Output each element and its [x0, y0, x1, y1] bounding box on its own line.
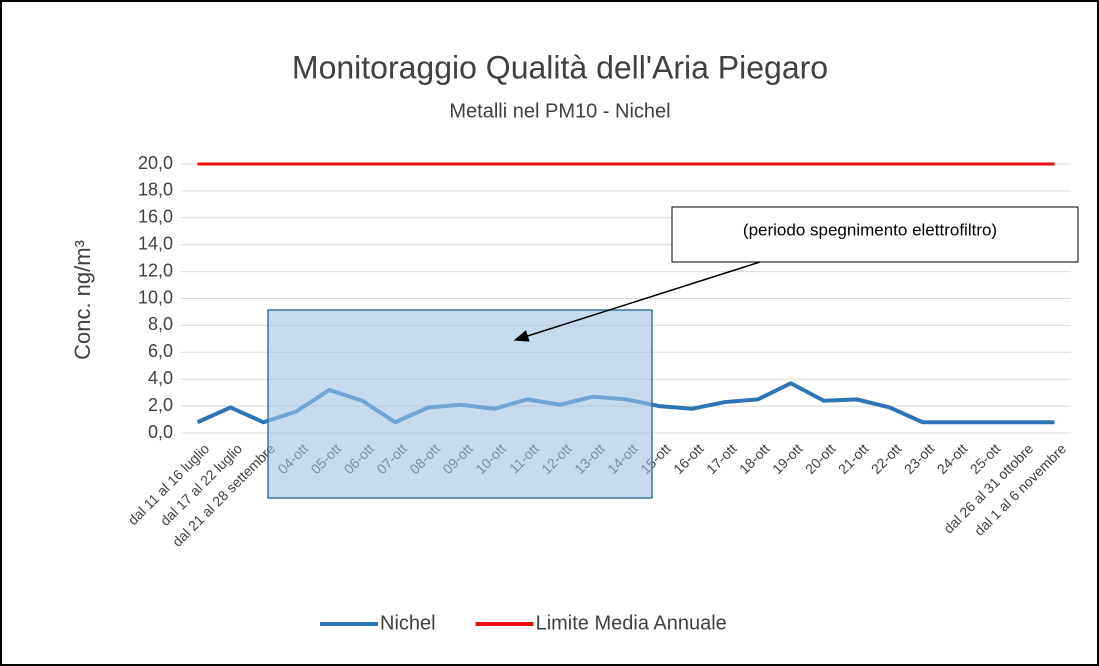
annotation-arrow	[513, 261, 761, 342]
y-tick-label: 6,0	[148, 341, 173, 361]
y-tick-label: 2,0	[148, 395, 173, 415]
y-axis-label: Conc. ng/m³	[70, 240, 95, 360]
y-tick-label: 10,0	[138, 287, 173, 307]
y-tick-label: 12,0	[138, 260, 173, 280]
y-tick-label: 16,0	[138, 207, 173, 227]
chart-title: Monitoraggio Qualità dell'Aria Piegaro	[292, 49, 828, 85]
legend-label: Nichel	[380, 612, 436, 634]
annotation: (periodo spegnimento elettrofiltro)	[743, 220, 997, 239]
legend-label: Limite Media Annuale	[536, 612, 727, 634]
annotation-box	[671, 206, 1079, 263]
chart-subtitle: Metalli nel PM10 - Nichel	[449, 100, 670, 122]
highlight-box	[267, 309, 653, 499]
y-tick-label: 0,0	[148, 422, 173, 442]
y-tick-label: 4,0	[148, 368, 173, 388]
y-tick-label: 8,0	[148, 314, 173, 334]
y-tick-label: 20,0	[138, 153, 173, 173]
y-tick-label: 14,0	[138, 233, 173, 253]
y-tick-label: 18,0	[138, 180, 173, 200]
